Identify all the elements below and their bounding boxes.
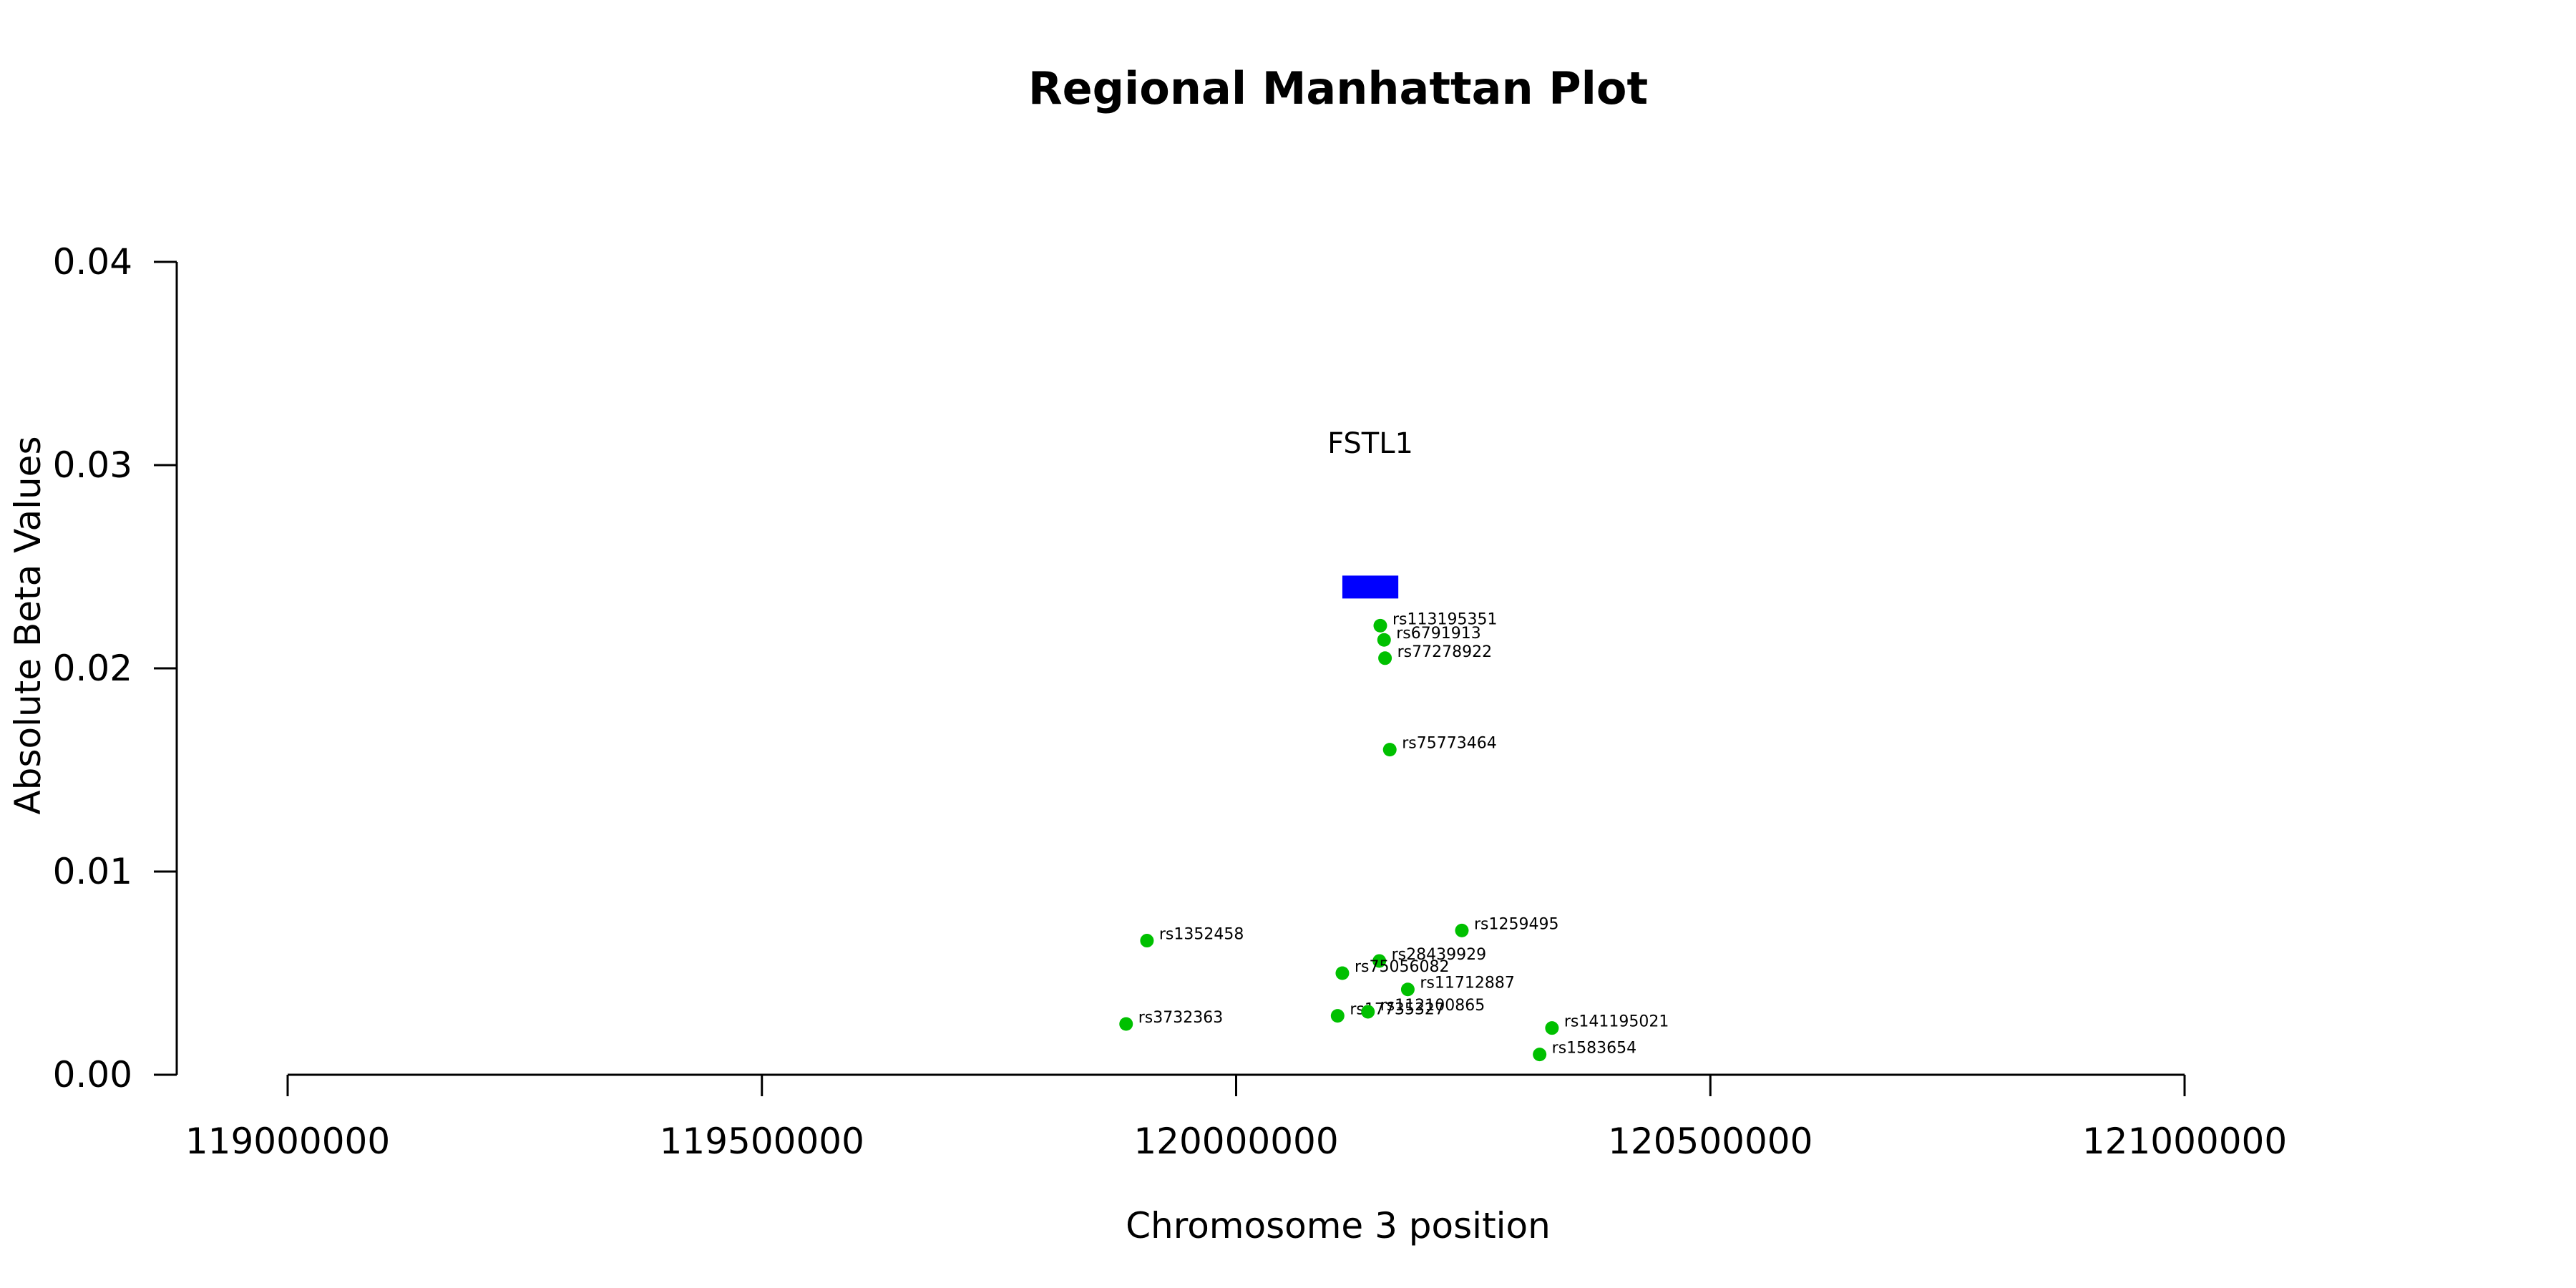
y-tick-label: 0.04 [53, 241, 132, 283]
gene-label: FSTL1 [1327, 427, 1413, 460]
snp-point [1335, 966, 1350, 980]
snp-point [1330, 1009, 1345, 1023]
snp-point [1378, 651, 1392, 665]
snp-point [1140, 934, 1154, 948]
snp-point [1382, 743, 1397, 757]
snp-label: rs113195351 [1392, 610, 1497, 628]
snp-label: rs1583654 [1552, 1040, 1637, 1058]
x-tick-label: 120000000 [1133, 1121, 1338, 1162]
snp-label: rs28439929 [1392, 946, 1486, 964]
snp-point [1119, 1017, 1133, 1031]
snp-label: rs11712887 [1420, 975, 1514, 992]
snp-point [1455, 923, 1469, 937]
y-tick-label: 0.00 [53, 1054, 132, 1096]
snp-point [1361, 1005, 1375, 1019]
snp-label: rs1259495 [1474, 915, 1559, 933]
snp-label: rs6791913 [1396, 625, 1480, 643]
snp-point [1545, 1021, 1559, 1035]
x-tick-label: 119000000 [185, 1121, 390, 1162]
y-tick-label: 0.03 [53, 444, 132, 486]
snp-label: rs3732363 [1138, 1009, 1224, 1027]
y-tick-label: 0.01 [53, 851, 132, 892]
x-axis-ticks: 119000000 119500000 120000000 120500000 1210… [185, 1075, 2287, 1162]
x-axis-label: Chromosome 3 position [1126, 1205, 1551, 1246]
snp-point [1400, 982, 1415, 997]
snp-label: rs77278922 [1397, 643, 1492, 661]
snp-label: rs75773464 [1402, 735, 1496, 753]
y-axis-label: Absolute Beta Values [7, 436, 49, 815]
x-tick-label: 121000000 [2082, 1121, 2287, 1162]
snp-label: rs1352458 [1159, 926, 1244, 944]
snp-label: rs112100865 [1380, 997, 1485, 1015]
snp-point [1533, 1048, 1547, 1062]
x-tick-label: 119500000 [660, 1121, 864, 1162]
x-tick-label: 120500000 [1608, 1121, 1813, 1162]
y-tick-label: 0.02 [53, 648, 132, 689]
y-axis-ticks: 0.00 0.01 0.02 0.03 0.04 [53, 241, 177, 1096]
snp-point [1377, 633, 1391, 647]
snp-point [1372, 954, 1387, 968]
snp-point [1373, 618, 1387, 633]
gene-track: FSTL1 [1327, 427, 1413, 599]
chart-title: Regional Manhattan Plot [1028, 62, 1648, 114]
snp-label: rs141195021 [1564, 1013, 1669, 1031]
gene-bar-fstl1 [1342, 575, 1399, 599]
snp-label: rs75056082 [1355, 958, 1449, 976]
